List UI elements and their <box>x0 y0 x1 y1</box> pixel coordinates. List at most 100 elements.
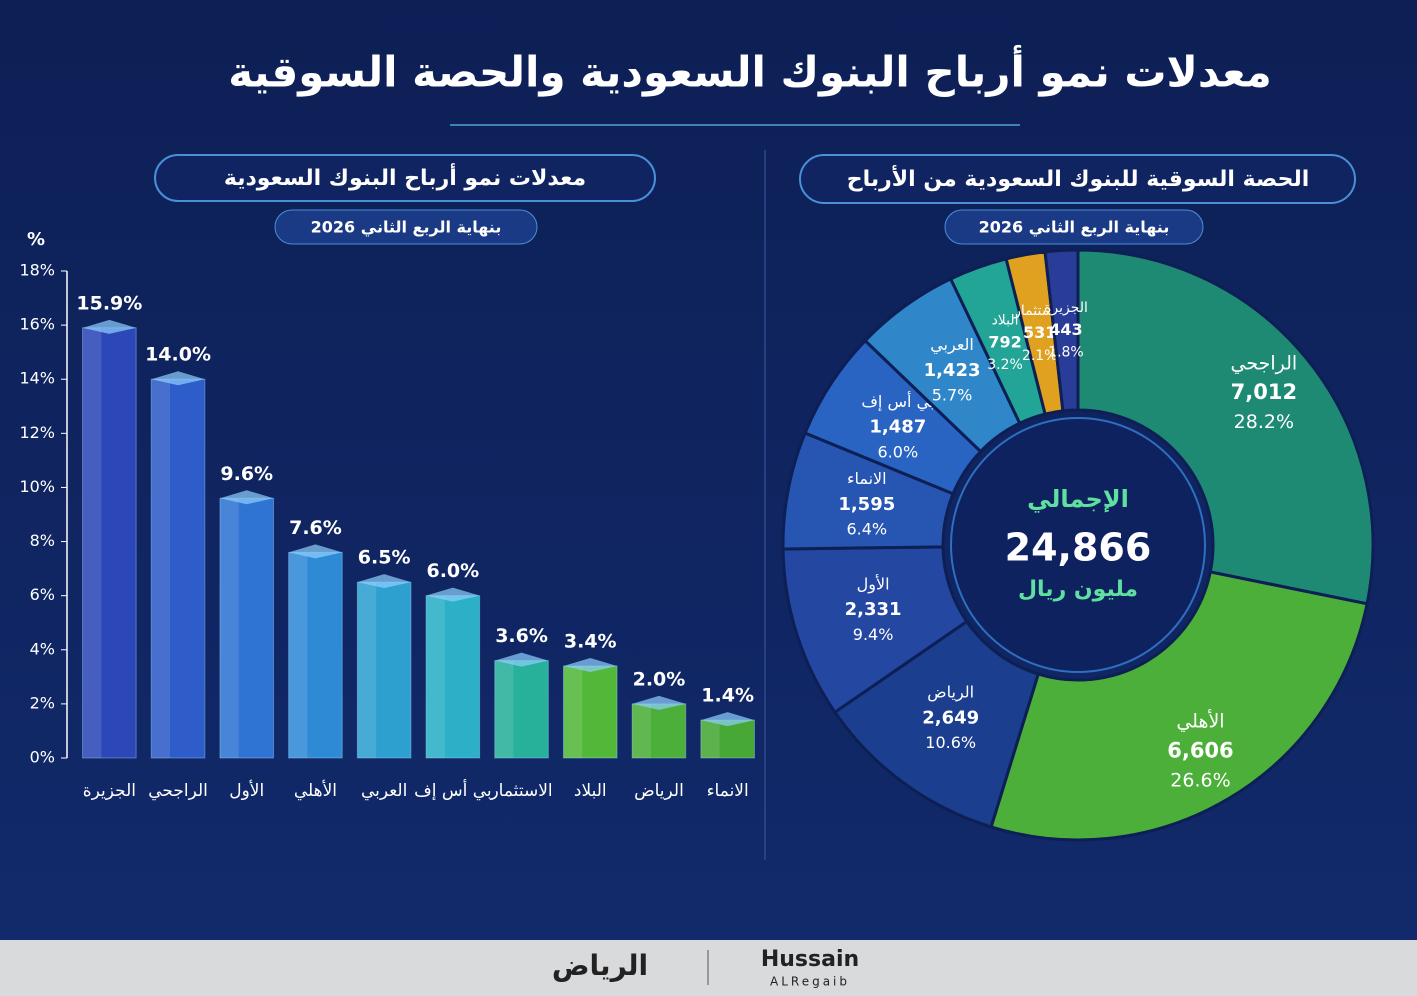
donut-slice <box>1043 248 1080 413</box>
x-tick-label: الراجحي <box>148 781 208 801</box>
y-axis-label: % <box>27 229 45 250</box>
bar <box>700 719 755 759</box>
bar-highlight <box>494 660 514 758</box>
x-tick-label: الأهلي <box>294 780 337 801</box>
value-label: 2.0% <box>633 668 686 690</box>
slice-label: الرياض <box>927 683 974 703</box>
y-tick-label: 16% <box>19 315 55 334</box>
slice-label: العربي <box>930 335 974 355</box>
main-title: معدلات نمو أرباح البنوك السعودية والحصة … <box>228 45 1272 98</box>
slice-share: 6.4% <box>846 520 887 539</box>
bar-cap <box>288 544 343 559</box>
slice-label: الأول <box>857 573 890 594</box>
slice-share: 5.7% <box>932 385 973 404</box>
footer-author-sub: ALRegaib <box>770 975 850 989</box>
bar-cap <box>426 587 480 602</box>
y-tick-label: 18% <box>19 261 55 280</box>
bar-cap <box>219 490 274 505</box>
y-tick-label: 10% <box>19 477 55 496</box>
value-label: 1.4% <box>701 685 754 707</box>
bar-cap <box>700 712 755 727</box>
slice-label: الراجحي <box>1231 352 1298 374</box>
value-label: 3.4% <box>564 631 617 653</box>
slice-value: 2,649 <box>922 707 979 728</box>
title-pill <box>799 154 1356 204</box>
value-label: 9.6% <box>220 463 273 485</box>
bar-cap <box>357 574 411 589</box>
slice-share: 3.2% <box>987 357 1023 373</box>
slice-share: 10.6% <box>925 733 976 752</box>
value-label: 14.0% <box>145 344 211 366</box>
x-tick-label: العربي <box>361 781 407 801</box>
value-label: 6.5% <box>358 547 411 569</box>
bar-highlight <box>563 666 583 758</box>
bar-highlight <box>288 552 308 758</box>
slice-value: 7,012 <box>1231 380 1297 404</box>
bar <box>150 378 206 759</box>
slice-value: 1,423 <box>924 360 981 381</box>
donut-title: الحصة السوقية للبنوك السعودية من الأرباح <box>847 164 1310 192</box>
y-tick-label: 6% <box>30 585 55 604</box>
total-value: 24,866 <box>1005 526 1152 570</box>
bar <box>562 665 618 759</box>
x-tick-label: الاستثمار <box>489 781 552 801</box>
bar-highlight <box>219 498 239 758</box>
donut-slice <box>1076 248 1375 606</box>
x-tick-label: البلاد <box>574 781 607 801</box>
slice-value: 1,595 <box>838 494 895 515</box>
donut-hole <box>950 417 1206 673</box>
subtitle-pill <box>944 209 1204 245</box>
slice-label: البلاد <box>992 312 1019 328</box>
y-tick-label: 4% <box>30 639 55 658</box>
subtitle-pill <box>274 209 538 245</box>
slice-share: 2.1% <box>1022 348 1058 364</box>
slice-share: 1.8% <box>1048 345 1084 361</box>
slice-share: 28.2% <box>1234 411 1294 433</box>
slice-value: 6,606 <box>1167 738 1233 762</box>
slice-label: الجزيرة <box>1044 300 1088 316</box>
value-label: 6.0% <box>426 560 479 582</box>
x-tick-label: الرياض <box>634 781 684 801</box>
bar <box>425 595 481 759</box>
total-unit: مليون ريال <box>1018 577 1138 602</box>
slice-value: 443 <box>1049 320 1082 339</box>
slice-share: 6.0% <box>878 442 919 461</box>
bar-cap <box>632 695 686 710</box>
bar <box>288 551 343 759</box>
bar-highlight <box>632 703 651 758</box>
bar-title: معدلات نمو أرباح البنوك السعودية <box>224 162 586 191</box>
y-tick-label: 8% <box>30 531 55 550</box>
value-label: 3.6% <box>495 625 548 647</box>
bar-highlight <box>426 595 445 758</box>
y-tick-label: 2% <box>30 693 55 712</box>
bar-cap <box>151 371 205 386</box>
bar-highlight <box>151 379 171 758</box>
bar-cap <box>563 658 618 673</box>
x-tick-label: الأول <box>229 780 264 801</box>
value-label: 15.9% <box>76 292 142 314</box>
slice-value: 1,487 <box>869 417 926 438</box>
bar-cap <box>82 319 137 334</box>
bar-cap <box>494 652 549 667</box>
slice-label: الانماء <box>847 469 887 488</box>
bar-highlight <box>82 327 102 758</box>
slice-value: 531 <box>1023 323 1056 342</box>
slice-label: الأهلي <box>1176 710 1224 733</box>
x-tick-label: بي أس إف <box>414 779 492 801</box>
footer-brand: الرياض <box>552 949 648 982</box>
y-tick-label: 14% <box>19 369 55 388</box>
slice-value: 2,331 <box>845 599 902 620</box>
x-tick-label: الجزيرة <box>83 781 136 801</box>
value-label: 7.6% <box>289 517 342 539</box>
bar-highlight <box>700 720 720 758</box>
donut-subtitle: بنهاية الربع الثاني 2026 <box>979 218 1170 238</box>
footer-author: Hussain <box>761 947 859 972</box>
bar <box>219 497 275 759</box>
slice-share: 26.6% <box>1170 769 1230 791</box>
bar <box>82 327 137 759</box>
center-label: الإجمالي <box>1027 485 1129 513</box>
title-pill <box>154 154 656 202</box>
bar <box>494 660 549 759</box>
bar-subtitle: بنهاية الربع الثاني 2026 <box>311 218 502 238</box>
y-tick-label: 0% <box>30 748 55 767</box>
